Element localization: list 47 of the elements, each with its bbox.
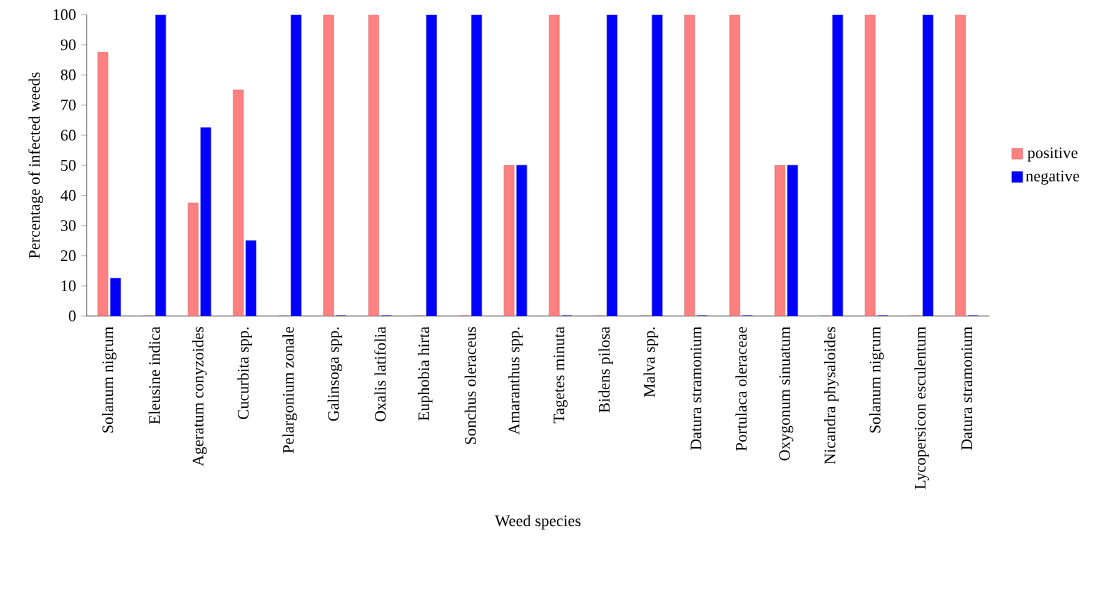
x-tick-label: Eleusine indica [148,326,160,424]
x-tick-label: Solanum nigrum [869,326,884,433]
x-tick-label: Datura stramonium [690,326,702,450]
y-axis-title: Percentage of infected weeds [28,72,44,259]
y-tick-label: 80 [60,69,76,81]
x-tick-label: Datura stramonium [961,326,973,450]
x-tick-label: Oxygonum sinuatum [779,326,794,461]
bar [955,14,966,316]
x-tick-label: Ageratum conyzoides [192,326,207,467]
bar [729,14,741,316]
x-tick-label: Euphobia hirta [417,326,433,421]
x-tick-label: Pelargonium zonale [282,326,298,454]
bar [155,14,166,316]
legend-label: negative [1025,170,1080,185]
y-tick-label: 40 [60,189,76,201]
y-tick-label: 90 [60,39,76,51]
bar [864,14,876,316]
bar [832,14,843,316]
y-tick-label: 10 [61,280,76,292]
bar [368,14,379,316]
y-tick-label: 50 [61,159,76,171]
x-tick-label: Malva spp. [643,327,659,397]
x-tick-label: Oxalis latifolia [374,326,386,422]
bar [651,14,663,316]
x-tick-label: Tagetes minuta [553,326,568,424]
y-tick-label: 30 [61,220,76,231]
y-tick-label: 0 [68,310,76,322]
x-axis-title: Weed species [494,514,581,530]
x-tick-label: Amaranthus spp. [508,327,523,435]
x-tick-label: Lycopersicon esculentum [914,326,929,489]
x-tick-label: Cucurbita spp. [237,327,252,419]
y-tick-label: 70 [61,99,76,111]
bar [684,14,695,316]
y-tick-label: 20 [60,250,76,261]
x-tick-label: Galinsoga spp. [327,327,343,421]
x-tick-label: Portulaca oleraceae [735,326,747,451]
bar [471,14,482,316]
x-tick-label: Solanum nigrum [101,326,117,433]
x-tick-label: Bidens pilosa [598,326,613,413]
x-tick-label: Sonchus oleraceus [464,326,476,444]
bar [323,14,334,316]
x-tick-label: Nicandra physaloides [824,326,839,464]
bar [548,14,560,316]
legend-label: positive [1027,147,1078,162]
bar [426,14,437,316]
y-tick-label: 60 [60,129,76,141]
y-tick-label: 100 [53,9,76,20]
